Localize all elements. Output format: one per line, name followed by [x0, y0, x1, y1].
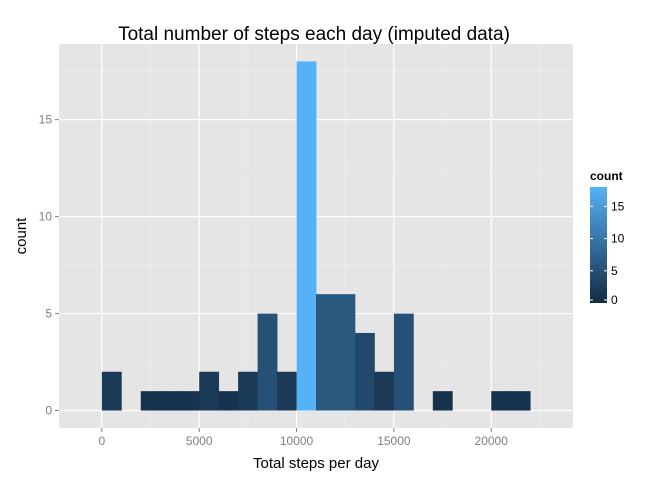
histogram-bar [140, 391, 161, 411]
x-axis-title: Total steps per day [253, 455, 379, 472]
histogram-bar [199, 371, 220, 411]
histogram-bar [296, 61, 317, 411]
x-tick-label: 5000 [186, 434, 213, 448]
x-tick-label: 20000 [475, 434, 509, 448]
histogram-bar [277, 371, 297, 411]
histogram-bar [374, 371, 395, 411]
y-tick-label: 15 [39, 113, 53, 127]
y-axis-title: count [13, 217, 30, 255]
histogram-bar [316, 294, 336, 411]
histogram-bar [160, 391, 181, 411]
histogram-bar [335, 294, 356, 411]
histogram-bar [179, 391, 200, 411]
legend-ticks: 0 5 10 15 [590, 199, 625, 307]
y-axis-ticks: 0 5 10 15 [39, 113, 59, 418]
x-axis-ticks: 0 5000 10000 15000 20000 [98, 428, 508, 448]
histogram-bar [393, 313, 414, 411]
y-tick-label: 5 [45, 307, 52, 321]
chart-title: Total number of steps each day (imputed … [118, 24, 510, 45]
x-tick-label: 10000 [280, 434, 314, 448]
legend-tick-label: 5 [611, 264, 618, 278]
histogram-bar [257, 313, 278, 411]
histogram-bar [238, 371, 258, 411]
legend-title: count [590, 169, 623, 183]
histogram-bar [101, 371, 122, 411]
histogram-bars [101, 61, 531, 411]
y-tick-label: 10 [39, 210, 53, 224]
histogram-bar [218, 391, 239, 411]
histogram-bar [432, 391, 453, 411]
color-legend: count 0 5 10 15 [590, 169, 625, 307]
legend-tick-label: 10 [611, 232, 625, 246]
histogram-bar [354, 332, 375, 411]
legend-tick-label: 15 [611, 199, 625, 213]
histogram-bar [491, 391, 512, 411]
x-tick-label: 0 [98, 434, 105, 448]
legend-tick-label: 0 [611, 293, 618, 307]
y-tick-label: 0 [45, 404, 52, 418]
legend-colorbar [590, 187, 607, 303]
histogram-bar [510, 391, 531, 411]
x-tick-label: 15000 [377, 434, 411, 448]
